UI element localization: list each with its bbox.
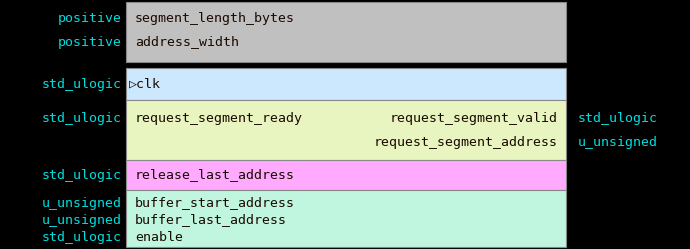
Text: std_ulogic: std_ulogic xyxy=(42,169,122,182)
Text: release_last_address: release_last_address xyxy=(135,169,295,182)
Bar xyxy=(126,190,566,247)
Text: address_width: address_width xyxy=(135,36,239,49)
Bar xyxy=(126,160,566,190)
Bar xyxy=(126,68,566,100)
Text: request_segment_valid: request_segment_valid xyxy=(390,112,558,124)
Bar xyxy=(126,2,566,62)
Text: ▷clk: ▷clk xyxy=(129,77,161,90)
Text: request_segment_address: request_segment_address xyxy=(374,135,558,148)
Text: std_ulogic: std_ulogic xyxy=(578,112,658,124)
Text: positive: positive xyxy=(58,36,122,49)
Text: segment_length_bytes: segment_length_bytes xyxy=(135,11,295,24)
Text: request_segment_ready: request_segment_ready xyxy=(135,112,303,124)
Bar xyxy=(126,100,566,160)
Text: std_ulogic: std_ulogic xyxy=(42,77,122,90)
Text: std_ulogic: std_ulogic xyxy=(42,112,122,124)
Text: buffer_last_address: buffer_last_address xyxy=(135,213,287,227)
Text: enable: enable xyxy=(135,231,183,244)
Text: u_unsigned: u_unsigned xyxy=(42,196,122,209)
Text: buffer_start_address: buffer_start_address xyxy=(135,196,295,209)
Text: std_ulogic: std_ulogic xyxy=(42,231,122,244)
Text: u_unsigned: u_unsigned xyxy=(42,213,122,227)
Text: u_unsigned: u_unsigned xyxy=(578,135,658,148)
Text: positive: positive xyxy=(58,11,122,24)
